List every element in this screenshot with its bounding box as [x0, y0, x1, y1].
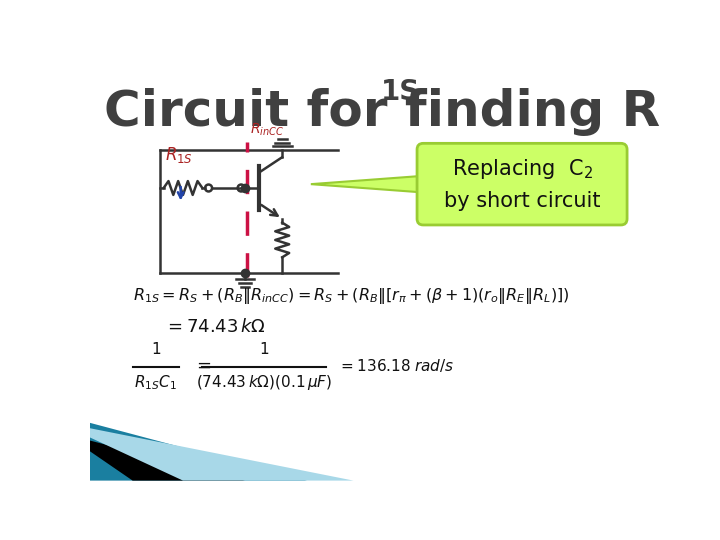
- Polygon shape: [90, 428, 354, 481]
- Text: $R_{1S}C_1$: $R_{1S}C_1$: [135, 373, 177, 392]
- Text: $R_{1S}$: $R_{1S}$: [165, 145, 193, 165]
- Text: 1S: 1S: [381, 78, 420, 106]
- Text: $=$: $=$: [193, 356, 212, 374]
- Polygon shape: [90, 441, 245, 481]
- Text: $1$: $1$: [259, 341, 269, 357]
- Text: Circuit for finding R: Circuit for finding R: [104, 88, 660, 136]
- Text: $= 74.43\,k\Omega$: $= 74.43\,k\Omega$: [163, 318, 266, 335]
- Text: Replacing  C$_2$
by short circuit: Replacing C$_2$ by short circuit: [444, 157, 600, 211]
- Text: $1$: $1$: [150, 341, 161, 357]
- Text: $(74.43\,k\Omega)(0.1\,\mu F)$: $(74.43\,k\Omega)(0.1\,\mu F)$: [197, 373, 333, 392]
- Text: $R_{1S} = R_S + (R_B \| R_{inCC}) = R_S + (R_B \| [r_\pi + (\beta+1)(r_o \| R_E : $R_{1S} = R_S + (R_B \| R_{inCC}) = R_S …: [132, 286, 569, 306]
- Polygon shape: [90, 423, 307, 481]
- Polygon shape: [311, 176, 423, 192]
- Text: $= 136.18\;rad/s$: $= 136.18\;rad/s$: [338, 356, 454, 374]
- FancyBboxPatch shape: [417, 143, 627, 225]
- Text: $R_{inCC}$: $R_{inCC}$: [251, 122, 284, 138]
